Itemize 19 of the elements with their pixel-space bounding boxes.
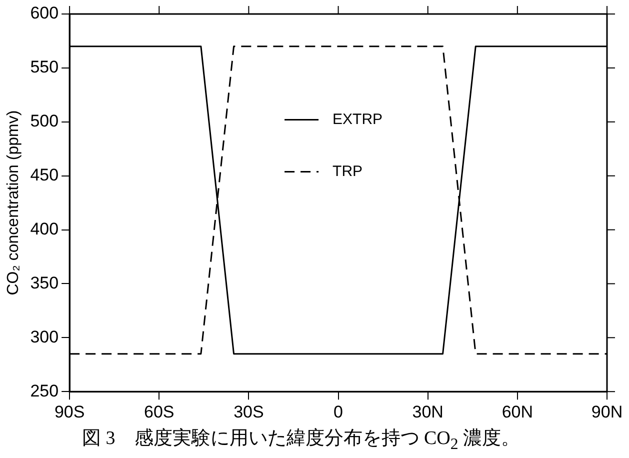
legend-label: EXTRP <box>332 110 383 128</box>
x-tick-label: 60S <box>144 402 174 422</box>
x-tick-label: 60N <box>502 402 534 422</box>
x-tick-label: 90N <box>591 402 623 422</box>
y-tick-label: 400 <box>30 219 59 238</box>
y-tick-label: 450 <box>30 166 59 185</box>
y-tick-label: 300 <box>30 327 59 346</box>
y-tick-label: 600 <box>30 4 59 23</box>
y-tick-label: 250 <box>30 381 59 400</box>
x-tick-label: 90S <box>54 402 85 422</box>
caption: 図 3 感度実験に用いた緯度分布を持つ CO$_{2}$ 濃度。 <box>81 427 522 455</box>
legend-label: TRP <box>332 162 363 180</box>
x-tick-label: 30S <box>234 402 264 422</box>
y-tick-label: 500 <box>30 112 59 131</box>
x-tick-label: 30N <box>412 402 444 422</box>
y-tick-label: 550 <box>30 58 59 77</box>
y-tick-label: 350 <box>30 273 59 292</box>
x-tick-label: 0 <box>334 402 344 422</box>
y-axis-title: CO₂ concentration (ppmv) <box>5 110 22 296</box>
